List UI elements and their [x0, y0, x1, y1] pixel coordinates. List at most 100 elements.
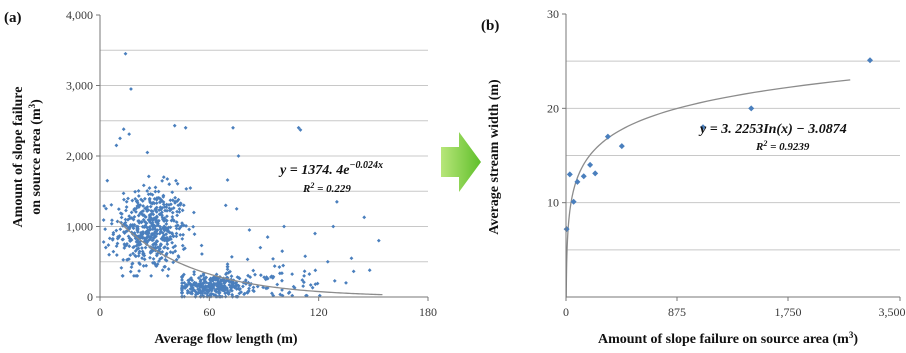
panel-a-point-5: [148, 255, 152, 260]
panel-a-point-693: [180, 278, 184, 282]
panel-a-point-842: [272, 264, 277, 269]
panel-a-point-735: [199, 274, 203, 279]
panel-a-y-axis-label-close: ): [29, 99, 44, 104]
panel-a-point-729: [187, 281, 192, 286]
panel-a-point-586: [182, 284, 187, 289]
panel-a-point-804: [194, 281, 198, 286]
panel-a-point-67: [172, 218, 176, 223]
panel-a-point-253: [180, 223, 184, 228]
panel-a-point-411: [148, 217, 153, 222]
panel-a-point-325: [167, 230, 172, 235]
panel-a-point-811: [180, 287, 184, 292]
panel-a-point-21: [164, 222, 169, 226]
panel-a-point-766: [199, 290, 204, 295]
panel-a-point-631: [190, 291, 194, 296]
panel-a-point-830: [302, 269, 307, 274]
panel-a-point-468: [137, 251, 142, 255]
panel-a-point-439: [175, 181, 180, 186]
panel-a-point-290: [160, 249, 165, 254]
panel-a-point-436: [125, 257, 130, 262]
panel-b-r2-value: = 0.9239: [767, 141, 810, 153]
panel-a-point-912: [302, 273, 306, 278]
panel-a-point-857: [225, 264, 230, 269]
a-x-tick-label-1: 60: [203, 305, 215, 319]
panel-a-point-202: [134, 224, 139, 229]
panel-a-point-386: [146, 174, 151, 179]
panel-b-gridlines: [566, 60, 900, 251]
panel-a-point-393: [165, 238, 170, 243]
panel-a-point-427: [139, 235, 144, 240]
panel-a-point-692: [198, 279, 203, 284]
panel-a-point-414: [177, 210, 182, 214]
panel-a-point-425: [169, 202, 173, 207]
panel-a-point-909: [105, 178, 110, 183]
panel-a-point-500: [166, 229, 171, 234]
panel-b-x-axis-label: Amount of slope failure on source area (…: [598, 330, 858, 347]
panel-a-point-481: [132, 244, 136, 249]
panel-a-point-457: [133, 249, 138, 253]
panel-a-point-472: [131, 217, 136, 222]
panel-a-r2-value: = 0.229: [314, 183, 351, 195]
panel-a-point-346: [170, 240, 175, 245]
panel-a-point-502: [164, 226, 169, 231]
panel-a-point-285: [116, 235, 120, 239]
panel-a-point-821: [246, 288, 251, 293]
panel-a-point-492: [139, 210, 144, 214]
panel-a-point-752: [236, 283, 241, 288]
panel-a-point-417: [174, 234, 179, 239]
panel-a-point-338: [143, 214, 148, 219]
panel-a-point-431: [150, 223, 155, 228]
panel-a-point-244: [116, 207, 121, 212]
panel-b-point-7: [604, 133, 611, 140]
panel-a-point-59: [156, 248, 161, 253]
panel-a-point-435: [141, 264, 146, 268]
panel-a-point-243: [134, 206, 139, 211]
panel-a-point-446: [180, 208, 185, 213]
panel-a-point-157: [165, 242, 170, 247]
panel-b-point-2: [570, 198, 577, 205]
panel-a-point-221: [165, 177, 170, 181]
panel-a-point-316: [157, 250, 162, 254]
panel-a-point-705: [225, 288, 230, 293]
panel-a-point-899: [362, 215, 367, 220]
panel-a-point-489: [159, 198, 164, 203]
panel-a-point-801: [196, 276, 201, 280]
panel-a-point-98: [132, 214, 137, 219]
panel-a-point-827: [313, 268, 318, 273]
a-y-tick-label-1: 1,000: [66, 220, 93, 234]
panel-a-point-354: [173, 249, 178, 254]
panel-a-point-639: [264, 286, 268, 291]
panel-a-point-516: [152, 201, 157, 206]
panel-a-point-745: [230, 288, 234, 293]
panel-a-point-412: [170, 190, 175, 195]
a-y-tick-label-0: 0: [87, 290, 93, 304]
panel-a-point-911: [107, 252, 112, 257]
panel-a-point-73: [156, 218, 161, 223]
panel-a-point-820: [281, 263, 286, 268]
panel-b-point-0: [563, 226, 570, 233]
panel-a-point-718: [220, 284, 225, 289]
panel-a-point-682: [208, 280, 213, 285]
panel-a-point-100: [154, 253, 159, 258]
panel-a-point-780: [241, 284, 245, 289]
panel-a-point-246: [160, 268, 165, 272]
panel-a-point-597: [192, 288, 197, 293]
panel-a-point-116: [129, 265, 134, 270]
panel-a-point-495: [130, 198, 135, 203]
panel-a-point-50: [126, 217, 130, 222]
panel-a-point-259: [181, 247, 186, 252]
panel-a-point-392: [158, 200, 162, 205]
panel-a-point-287: [170, 217, 175, 222]
panel-a-point-272: [164, 232, 169, 237]
panel-a-point-419: [161, 233, 166, 238]
panel-a-point-671: [229, 274, 234, 279]
panel-a-point-183: [152, 242, 157, 247]
panel-a-point-347: [184, 186, 189, 191]
panel-a-point-397: [148, 249, 153, 254]
panel-a-point-344: [157, 259, 161, 264]
transition-arrow-icon: [441, 132, 481, 192]
panel-a-point-848: [307, 272, 312, 276]
panel-a-point-321: [163, 236, 168, 241]
panel-a-point-461: [119, 212, 124, 216]
panel-a-point-656: [190, 289, 195, 294]
